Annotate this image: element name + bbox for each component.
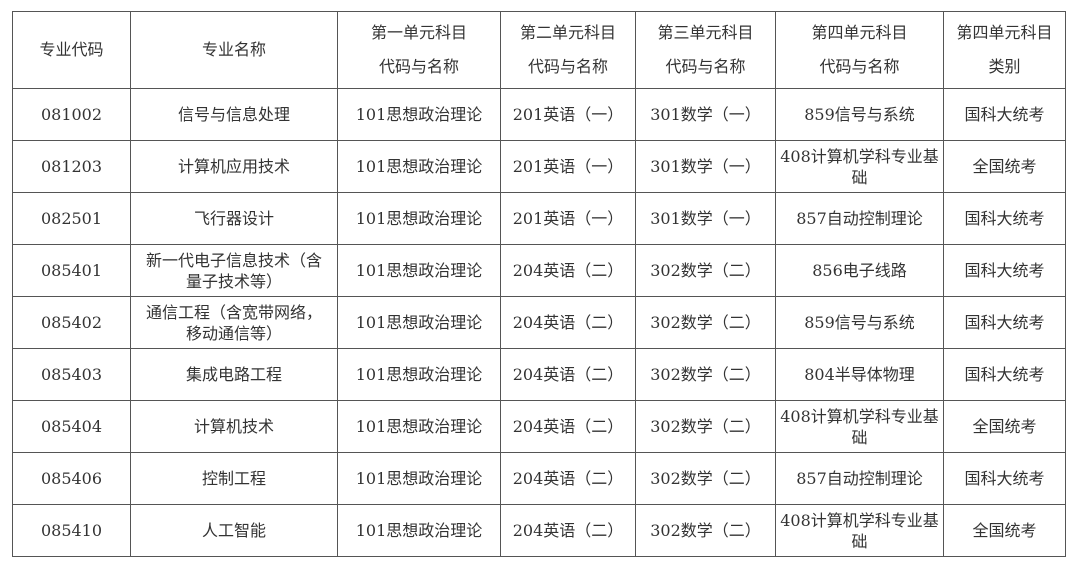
cell-unit1-subject: 101思想政治理论 (337, 140, 501, 193)
table-row: 085402 通信工程（含宽带网络，移动通信等） 101思想政治理论 204英语（二）… (12, 296, 1066, 349)
table-row: 082501 飞行器设计 101思想政治理论 201英语（一） 301数学（一） 857自… (12, 192, 1066, 245)
cell-unit3-subject: 302数学（二） (635, 244, 776, 297)
cell-unit4-subject: 408计算机学科专业基础 (775, 140, 944, 193)
cell-major-name: 控制工程 (130, 452, 338, 505)
table-row: 085401 新一代电子信息技术（含量子技术等） 101思想政治理论 204英语（二）… (12, 244, 1066, 297)
cell-unit4-category: 全国统考 (943, 140, 1066, 193)
exam-subjects-table: 专业代码 专业名称 第一单元科目 代码与名称 第二单元科目 代码与名称 第三单元科目 代码与名… (12, 11, 1066, 557)
cell-major-name: 集成电路工程 (130, 348, 338, 401)
cell-unit4-category: 国科大统考 (943, 452, 1066, 505)
cell-unit4-category: 国科大统考 (943, 88, 1066, 141)
cell-major-name: 新一代电子信息技术（含量子技术等） (130, 244, 338, 297)
cell-unit1-subject: 101思想政治理论 (337, 244, 501, 297)
header-row: 专业代码 专业名称 第一单元科目 代码与名称 第二单元科目 代码与名称 第三单元科目 代码与名… (12, 11, 1066, 89)
header-unit4-subject: 第四单元科目 代码与名称 (775, 11, 944, 89)
header-text: 代码与名称 (378, 57, 459, 76)
cell-unit1-subject: 101思想政治理论 (337, 348, 501, 401)
cell-major-name: 计算机应用技术 (130, 140, 338, 193)
cell-unit2-subject: 201英语（一） (500, 192, 636, 245)
header-text: 第二单元科目 (519, 23, 616, 42)
header-text: 类别 (988, 57, 1021, 76)
cell-unit2-subject: 201英语（一） (500, 88, 636, 141)
header-text: 第三单元科目 (657, 23, 754, 42)
header-text: 专业名称 (201, 40, 266, 59)
header-text: 代码与名称 (527, 57, 608, 76)
cell-unit3-subject: 302数学（二） (635, 452, 776, 505)
header-text: 第一单元科目 (370, 23, 467, 42)
cell-unit4-category: 全国统考 (943, 400, 1066, 453)
cell-major-code: 085410 (12, 504, 131, 557)
header-unit2-subject: 第二单元科目 代码与名称 (500, 11, 636, 89)
cell-major-code: 085402 (12, 296, 131, 349)
cell-unit4-subject: 804半导体物理 (775, 348, 944, 401)
cell-unit4-subject: 857自动控制理论 (775, 452, 944, 505)
cell-unit3-subject: 301数学（一） (635, 192, 776, 245)
cell-major-name: 通信工程（含宽带网络，移动通信等） (130, 296, 338, 349)
header-unit1-subject: 第一单元科目 代码与名称 (337, 11, 501, 89)
cell-unit1-subject: 101思想政治理论 (337, 296, 501, 349)
header-text: 代码与名称 (819, 57, 900, 76)
cell-unit1-subject: 101思想政治理论 (337, 88, 501, 141)
cell-unit4-category: 全国统考 (943, 504, 1066, 557)
cell-major-code: 082501 (12, 192, 131, 245)
cell-unit4-subject: 859信号与系统 (775, 296, 944, 349)
header-unit4-category: 第四单元科目 类别 (943, 11, 1066, 89)
cell-unit2-subject: 204英语（二） (500, 504, 636, 557)
header-text: 代码与名称 (665, 57, 746, 76)
cell-unit4-subject: 408计算机学科专业基础 (775, 400, 944, 453)
cell-unit4-category: 国科大统考 (943, 244, 1066, 297)
table-row: 085406 控制工程 101思想政治理论 204英语（二） 302数学（二） 857自动… (12, 452, 1066, 505)
cell-unit4-category: 国科大统考 (943, 348, 1066, 401)
table-row: 085410 人工智能 101思想政治理论 204英语（二） 302数学（二） 408计算… (12, 504, 1066, 557)
cell-unit4-subject: 856电子线路 (775, 244, 944, 297)
cell-unit1-subject: 101思想政治理论 (337, 452, 501, 505)
header-major-name: 专业名称 (130, 11, 338, 89)
cell-unit2-subject: 204英语（二） (500, 452, 636, 505)
cell-unit3-subject: 301数学（一） (635, 88, 776, 141)
header-text: 第四单元科目 (811, 23, 908, 42)
cell-unit2-subject: 204英语（二） (500, 296, 636, 349)
cell-unit2-subject: 204英语（二） (500, 244, 636, 297)
header-text: 专业代码 (39, 40, 104, 59)
cell-unit4-subject: 857自动控制理论 (775, 192, 944, 245)
cell-unit3-subject: 302数学（二） (635, 296, 776, 349)
cell-unit4-category: 国科大统考 (943, 296, 1066, 349)
cell-unit2-subject: 201英语（一） (500, 140, 636, 193)
table-row: 085404 计算机技术 101思想政治理论 204英语（二） 302数学（二） 408计… (12, 400, 1066, 453)
cell-unit4-category: 国科大统考 (943, 192, 1066, 245)
cell-unit3-subject: 301数学（一） (635, 140, 776, 193)
header-text: 第四单元科目 (956, 23, 1053, 42)
table-row: 081203 计算机应用技术 101思想政治理论 201英语（一） 301数学（一） 40… (12, 140, 1066, 193)
cell-major-code: 081002 (12, 88, 131, 141)
header-major-code: 专业代码 (12, 11, 131, 89)
cell-major-name: 信号与信息处理 (130, 88, 338, 141)
cell-unit3-subject: 302数学（二） (635, 348, 776, 401)
cell-unit3-subject: 302数学（二） (635, 400, 776, 453)
cell-major-code: 085404 (12, 400, 131, 453)
cell-major-code: 085406 (12, 452, 131, 505)
cell-unit3-subject: 302数学（二） (635, 504, 776, 557)
cell-major-name: 计算机技术 (130, 400, 338, 453)
cell-major-name: 飞行器设计 (130, 192, 338, 245)
header-unit3-subject: 第三单元科目 代码与名称 (635, 11, 776, 89)
table-row: 085403 集成电路工程 101思想政治理论 204英语（二） 302数学（二） 804… (12, 348, 1066, 401)
cell-major-code: 085401 (12, 244, 131, 297)
cell-unit4-subject: 408计算机学科专业基础 (775, 504, 944, 557)
cell-major-name: 人工智能 (130, 504, 338, 557)
cell-unit1-subject: 101思想政治理论 (337, 504, 501, 557)
table-row: 081002 信号与信息处理 101思想政治理论 201英语（一） 301数学（一） 85… (12, 88, 1066, 141)
cell-major-code: 081203 (12, 140, 131, 193)
cell-unit1-subject: 101思想政治理论 (337, 192, 501, 245)
cell-major-code: 085403 (12, 348, 131, 401)
cell-unit4-subject: 859信号与系统 (775, 88, 944, 141)
cell-unit2-subject: 204英语（二） (500, 348, 636, 401)
cell-unit1-subject: 101思想政治理论 (337, 400, 501, 453)
cell-unit2-subject: 204英语（二） (500, 400, 636, 453)
